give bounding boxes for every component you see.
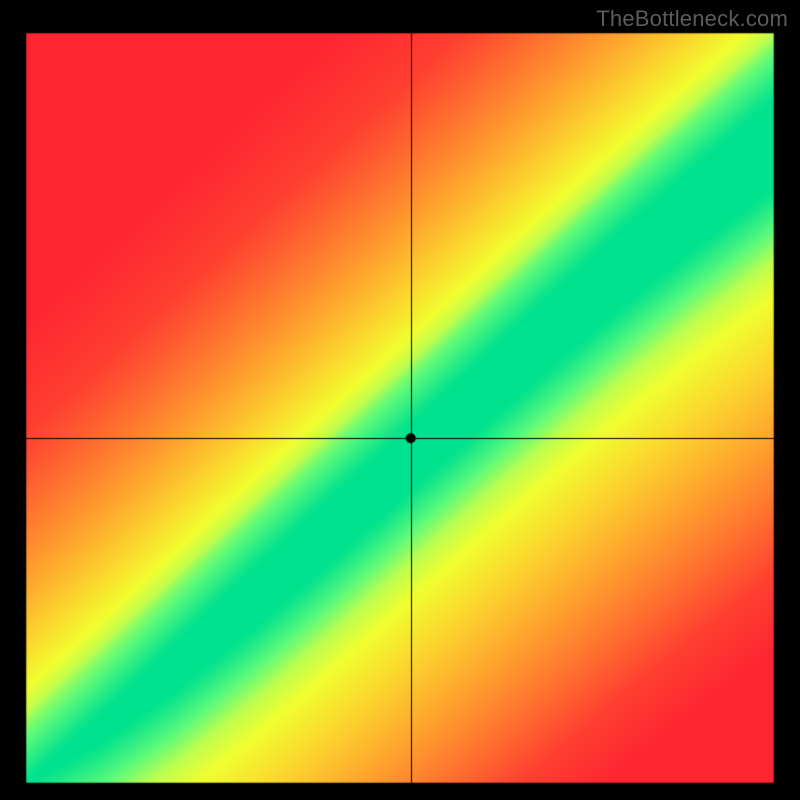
watermark-text: TheBottleneck.com [596,6,788,32]
heatmap-canvas [0,0,800,800]
chart-stage: { "meta": { "watermark": "TheBottleneck.… [0,0,800,800]
